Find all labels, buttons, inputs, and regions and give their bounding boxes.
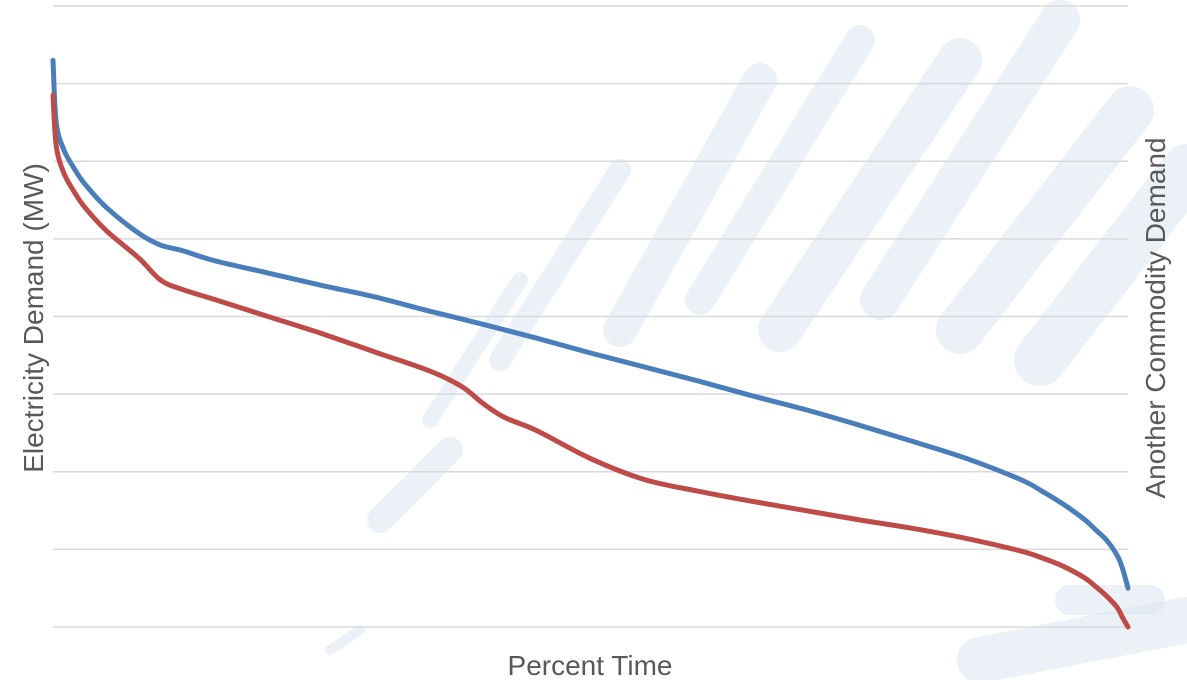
watermark-stroke <box>936 86 1154 354</box>
series-line-electricity-demand <box>50 57 1131 591</box>
watermark-stroke <box>603 63 777 347</box>
series-layer <box>50 57 1131 630</box>
watermark-stroke <box>1014 144 1187 386</box>
watermark-stroke <box>422 272 528 428</box>
watermark-stroke <box>367 437 463 533</box>
x-axis-title: Percent Time <box>508 650 673 680</box>
watermark-stroke <box>860 0 1080 320</box>
gridlines <box>53 5 1128 628</box>
watermark-stroke <box>325 625 365 655</box>
y-axis-title: Electricity Demand (MW) <box>18 163 49 473</box>
watermark-graphic <box>325 0 1187 680</box>
watermark-stroke <box>489 159 631 371</box>
watermark-stroke <box>957 597 1187 680</box>
watermark-stroke <box>758 38 982 352</box>
y2-axis-title: Another Commodity Demand <box>1140 137 1171 498</box>
series-line-another-commodity-demand <box>50 92 1131 630</box>
